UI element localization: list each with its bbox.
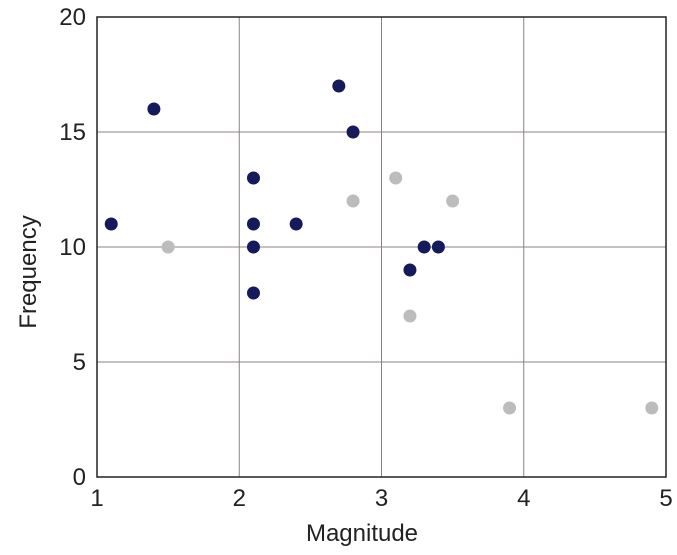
data-points [104,79,659,415]
data-point-series-2 [645,401,659,415]
data-point-series-1 [104,217,118,231]
y-tick-label: 20 [59,4,86,31]
y-tick-label: 5 [73,349,86,376]
data-point-series-1 [246,217,260,231]
x-tick-label: 2 [233,485,246,512]
plot-frame [96,16,667,478]
data-point-series-2 [403,309,417,323]
data-point-series-1 [417,240,431,254]
data-point-series-1 [346,125,360,139]
data-point-series-2 [389,171,403,185]
data-point-series-1 [332,79,346,93]
data-point-series-2 [503,401,517,415]
x-axis-title: Magnitude [306,520,418,547]
data-point-series-1 [246,240,260,254]
x-tick-label: 3 [375,485,388,512]
y-axis-title: Frequency [15,215,42,328]
y-tick-label: 15 [59,119,86,146]
grid-lines [97,17,666,477]
data-point-series-2 [161,240,175,254]
x-tick-label: 1 [90,485,103,512]
data-point-series-2 [446,194,460,208]
data-point-series-1 [431,240,445,254]
data-point-series-1 [147,102,161,116]
data-point-series-1 [246,171,260,185]
data-point-series-1 [246,286,260,300]
data-point-series-2 [346,194,360,208]
data-point-series-1 [403,263,417,277]
data-point-series-1 [289,217,303,231]
x-tick-labels: 1 2 3 4 5 [90,485,672,512]
y-tick-label: 10 [59,234,86,261]
x-tick-label: 5 [659,485,672,512]
y-tick-label: 0 [73,464,86,491]
y-tick-labels: 0 5 10 15 20 [59,4,86,491]
x-tick-label: 4 [517,485,530,512]
